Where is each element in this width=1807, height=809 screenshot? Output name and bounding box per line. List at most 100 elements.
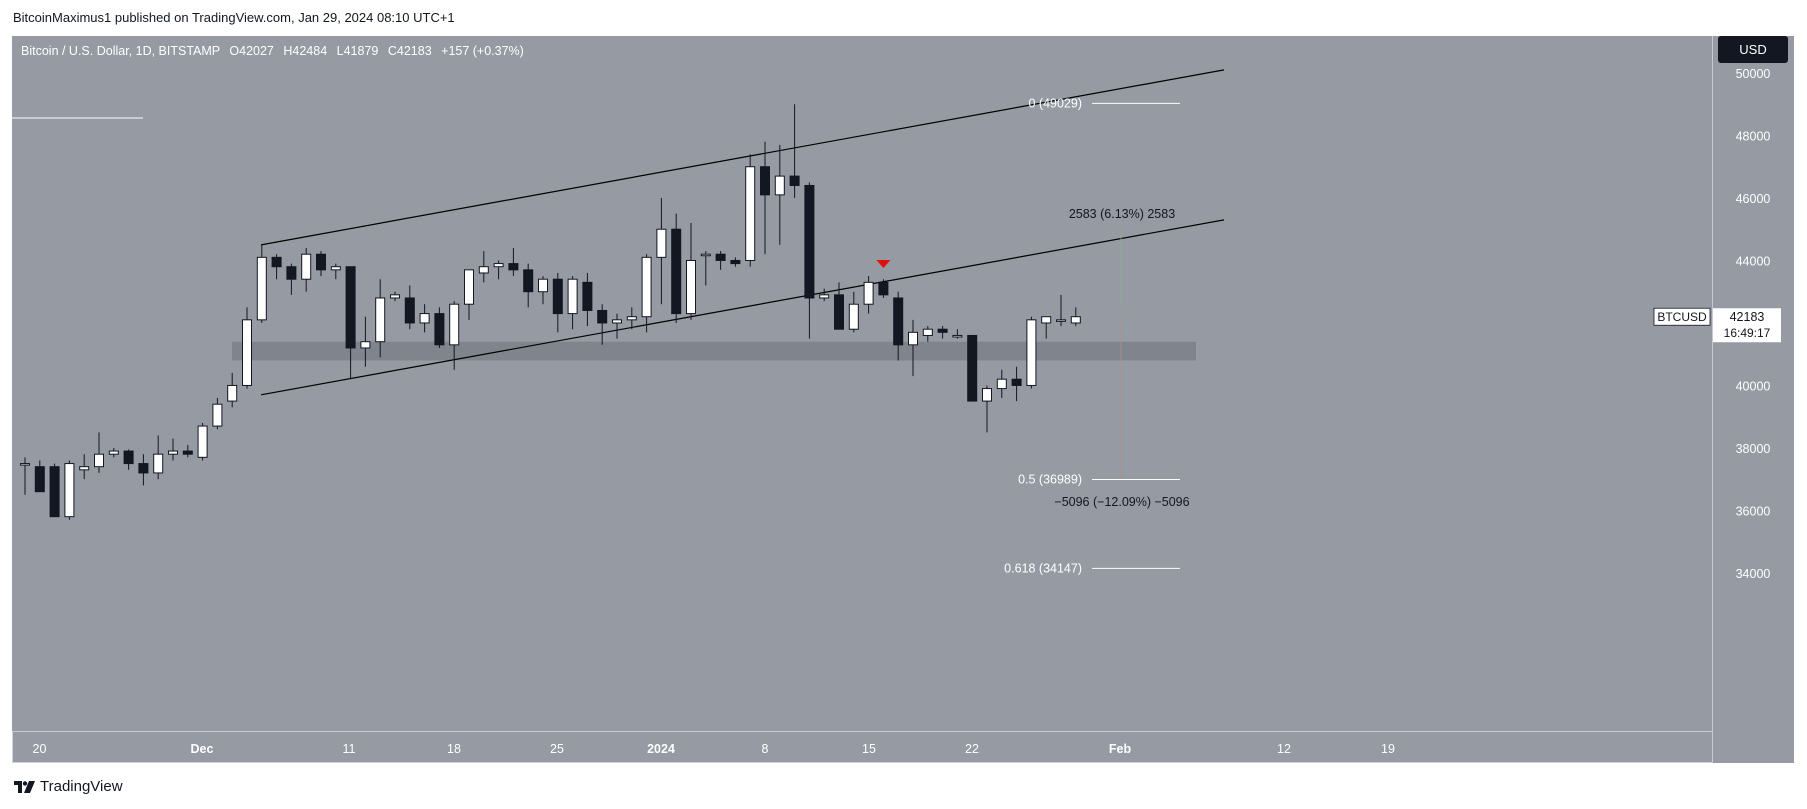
candle[interactable] <box>626 307 637 330</box>
candle[interactable] <box>686 222 696 320</box>
candle[interactable] <box>256 244 267 323</box>
candle-body-up <box>1070 316 1081 324</box>
candle[interactable] <box>316 251 326 277</box>
measurement-label: 2583 (6.13%) 2583 <box>1069 207 1175 221</box>
candle[interactable] <box>345 266 356 380</box>
candle[interactable] <box>848 291 859 333</box>
candle[interactable] <box>286 263 297 295</box>
plot-background <box>12 36 1712 731</box>
candle[interactable] <box>745 154 756 267</box>
candle[interactable] <box>197 422 208 461</box>
candle[interactable] <box>834 282 844 330</box>
candle[interactable] <box>1070 307 1081 327</box>
candle[interactable] <box>271 254 282 280</box>
channel-lower-line[interactable] <box>260 219 1225 396</box>
candle[interactable] <box>671 213 682 323</box>
candle[interactable] <box>79 454 90 480</box>
candle-body-down <box>967 334 978 402</box>
candle[interactable] <box>493 260 504 280</box>
price-scale[interactable] <box>1713 36 1794 763</box>
candle[interactable] <box>20 457 30 495</box>
legend-close-value: 42183 <box>397 44 432 58</box>
candle[interactable] <box>937 326 948 339</box>
candle[interactable] <box>478 251 489 283</box>
candle[interactable] <box>419 304 430 333</box>
candle-body-up <box>745 166 756 261</box>
candle-body-up <box>700 253 711 257</box>
currency-button[interactable]: USD <box>1718 36 1788 63</box>
candle[interactable] <box>967 334 978 402</box>
candle-body-down <box>404 297 415 324</box>
candle[interactable] <box>153 435 164 480</box>
x-tick-label: 8 <box>762 742 769 756</box>
candle[interactable] <box>567 276 578 330</box>
candle-body-up <box>94 453 104 468</box>
candle[interactable] <box>582 272 593 327</box>
candle[interactable] <box>123 449 134 470</box>
candle[interactable] <box>301 247 312 292</box>
candle[interactable] <box>49 463 60 518</box>
candle[interactable] <box>168 438 178 461</box>
candle[interactable] <box>982 385 992 433</box>
candle[interactable] <box>996 369 1007 398</box>
candle[interactable] <box>641 254 652 333</box>
candle[interactable] <box>182 444 193 458</box>
candle[interactable] <box>538 276 548 305</box>
candle[interactable] <box>212 397 223 430</box>
candle[interactable] <box>908 319 918 377</box>
fib-level-label: 0.618 (34147) <box>1004 561 1082 575</box>
candle[interactable] <box>789 104 800 198</box>
candle[interactable] <box>715 251 726 270</box>
candle[interactable] <box>404 285 415 330</box>
candle[interactable] <box>1026 316 1037 389</box>
tradingview-logo[interactable]: TradingView <box>14 778 123 795</box>
candle[interactable] <box>893 291 904 361</box>
candle[interactable] <box>952 329 963 339</box>
candle[interactable] <box>863 276 874 314</box>
candle[interactable] <box>94 432 104 473</box>
candle[interactable] <box>878 279 889 298</box>
measurement-label: −5096 (−12.09%) −5096 <box>1054 495 1189 509</box>
candle[interactable] <box>700 251 711 286</box>
candle[interactable] <box>730 257 741 267</box>
candle[interactable] <box>227 372 238 408</box>
candle-body-up <box>863 281 874 305</box>
candle[interactable] <box>612 313 622 339</box>
candle[interactable] <box>804 182 815 339</box>
candle-body-up <box>1041 316 1052 324</box>
candle[interactable] <box>819 288 830 302</box>
candle[interactable] <box>523 263 534 308</box>
candle[interactable] <box>1056 294 1066 327</box>
currency-button-label: USD <box>1739 42 1766 57</box>
candle[interactable] <box>922 326 933 342</box>
candle[interactable] <box>434 307 445 348</box>
candle[interactable] <box>597 304 608 345</box>
candle[interactable] <box>552 272 563 333</box>
candle-body-down <box>878 281 889 296</box>
candle[interactable] <box>34 460 45 493</box>
candle[interactable] <box>138 454 149 486</box>
candle[interactable] <box>242 307 252 389</box>
candle[interactable] <box>64 460 75 520</box>
candle[interactable] <box>774 144 785 245</box>
price-chart[interactable]: 0 (49029) 0.5 (36989) 0.618 (34147) 2583 (6… <box>12 36 1794 763</box>
candle[interactable] <box>449 301 460 370</box>
channel-upper-line[interactable] <box>260 69 1225 246</box>
candle[interactable] <box>464 269 474 320</box>
candle[interactable] <box>656 197 667 305</box>
support-zone[interactable] <box>232 341 1196 361</box>
candle[interactable] <box>330 263 341 280</box>
candle-body-up <box>108 450 119 455</box>
candle-body-up <box>153 453 164 474</box>
last-price-label: BTCUSD 42183 16:49:17 <box>1653 307 1781 343</box>
candle[interactable] <box>1011 366 1022 402</box>
candle-body-up <box>612 319 622 324</box>
candle[interactable] <box>1041 316 1052 339</box>
candle[interactable] <box>375 279 386 358</box>
candle[interactable] <box>108 447 119 458</box>
candle[interactable] <box>508 247 519 277</box>
candle[interactable] <box>360 316 371 367</box>
candle[interactable] <box>390 291 400 302</box>
candle-body-up <box>449 303 460 346</box>
candle[interactable] <box>760 141 770 255</box>
